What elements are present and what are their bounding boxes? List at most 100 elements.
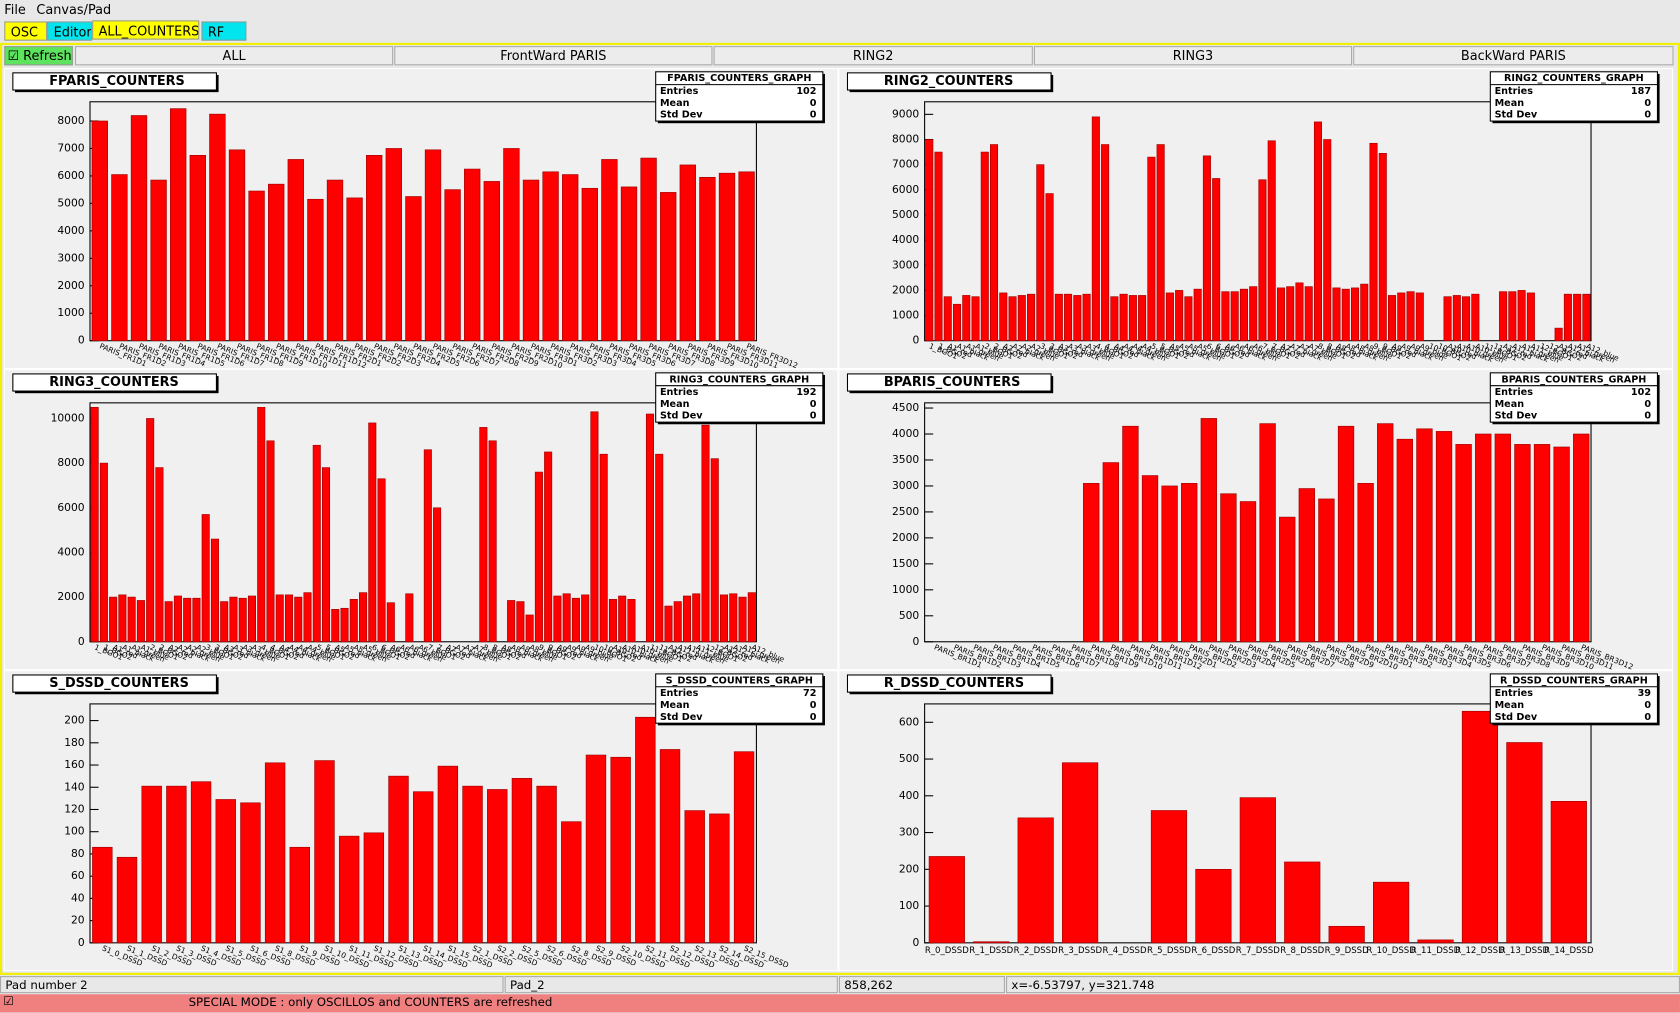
stats-value: 102 — [796, 86, 816, 97]
bar — [1036, 164, 1045, 342]
y-tick-label: 2000 — [57, 279, 84, 292]
stats-value: 0 — [1644, 712, 1651, 723]
y-tick-label: 5000 — [892, 208, 919, 221]
stats-box — [1489, 71, 1658, 122]
bar — [266, 440, 275, 643]
bar — [1508, 291, 1517, 342]
menu-item[interactable]: Canvas/Pad — [36, 2, 112, 18]
bar — [1184, 296, 1193, 342]
bar — [962, 295, 971, 342]
tab[interactable]: Editor — [47, 21, 93, 41]
bar — [405, 196, 422, 342]
x-tick-label: R_14_DSSD — [1544, 946, 1594, 956]
bar — [534, 471, 543, 643]
bar — [562, 593, 571, 643]
bar — [1318, 498, 1335, 643]
bar — [190, 781, 212, 944]
y-tick-label: 6000 — [57, 501, 84, 514]
stats-box — [1489, 673, 1658, 724]
bar — [562, 174, 579, 342]
bar — [433, 507, 442, 643]
bar — [1230, 291, 1239, 342]
button[interactable]: RING3 — [1033, 46, 1353, 66]
bar — [192, 597, 201, 643]
tab[interactable]: OSC — [4, 21, 48, 41]
bar — [1045, 193, 1054, 342]
refresh-toggle[interactable]: ☑ Refresh — [4, 46, 73, 66]
bar — [479, 427, 488, 643]
bar — [109, 596, 118, 643]
bar — [507, 600, 516, 643]
bar — [1027, 293, 1036, 342]
y-tick-label: 500 — [899, 752, 920, 765]
stats-value: 0 — [1644, 700, 1651, 711]
bar — [437, 765, 459, 944]
bar — [413, 791, 434, 944]
bar — [1332, 287, 1341, 342]
bar — [664, 605, 673, 643]
plot-frame — [924, 101, 1592, 342]
y-tick-label: 7000 — [892, 158, 919, 171]
bar — [1373, 881, 1410, 944]
stats-label: Entries — [1495, 387, 1534, 398]
bar — [679, 164, 696, 342]
bar — [1357, 483, 1374, 643]
frame — [0, 42, 1680, 975]
bar — [718, 172, 736, 342]
bar — [1221, 291, 1230, 342]
y-tick-label: 10000 — [51, 411, 85, 424]
bar — [1378, 153, 1387, 342]
bar — [1150, 810, 1188, 944]
button[interactable]: ALL — [74, 46, 394, 66]
bar — [1517, 290, 1526, 342]
stats-title: S_DSSD_COUNTERS_GRAPH — [666, 675, 813, 686]
button[interactable]: FrontWard PARIS — [394, 46, 713, 66]
stats-title: RING2_COUNTERS_GRAPH — [1504, 73, 1644, 84]
bar — [1396, 438, 1413, 643]
bar — [1128, 295, 1137, 342]
bar — [307, 198, 324, 342]
bar — [368, 422, 377, 643]
bar — [1573, 433, 1590, 643]
bar — [349, 599, 358, 643]
menu-item[interactable]: File — [4, 2, 26, 18]
stats-value: 72 — [803, 688, 816, 699]
bar — [340, 607, 349, 643]
y-tick-label: 0 — [912, 936, 919, 949]
tab[interactable]: RF — [201, 21, 247, 41]
stats-box — [1489, 372, 1658, 423]
button[interactable]: RING2 — [713, 46, 1033, 66]
bar — [729, 593, 738, 643]
y-tick-label: 60 — [71, 869, 85, 882]
x-tick-label: R_11_DSSD — [1411, 946, 1461, 956]
chart-title: FPARIS_COUNTERS — [49, 74, 185, 89]
bar — [1073, 295, 1082, 342]
bar — [130, 115, 148, 342]
y-tick-label: 1000 — [892, 309, 919, 322]
y-tick-label: 300 — [899, 826, 920, 839]
bar — [1212, 178, 1221, 342]
bar — [385, 148, 402, 342]
bar — [173, 595, 182, 643]
stats-value: 0 — [810, 700, 817, 711]
stats-value: 0 — [1644, 110, 1651, 121]
bar — [971, 296, 980, 342]
stats-label: Entries — [660, 387, 699, 398]
bar — [338, 835, 360, 944]
button[interactable]: BackWard PARIS — [1353, 46, 1674, 66]
bar — [314, 760, 335, 944]
bar — [1416, 428, 1433, 643]
bar — [170, 108, 187, 342]
y-tick-label: 8000 — [57, 456, 84, 469]
y-tick-label: 100 — [899, 899, 920, 912]
bar — [359, 592, 368, 643]
bar — [980, 151, 989, 342]
status-field: 858,262 — [838, 976, 1005, 994]
bar — [701, 424, 710, 643]
y-tick-label: 4000 — [892, 427, 919, 440]
tab[interactable]: ALL_COUNTERS — [92, 20, 200, 40]
bar — [1462, 296, 1471, 342]
status-field: Pad_2 — [504, 976, 838, 994]
stats-value: 39 — [1638, 688, 1652, 699]
banner-checkbox[interactable]: ☑ — [3, 994, 14, 1009]
